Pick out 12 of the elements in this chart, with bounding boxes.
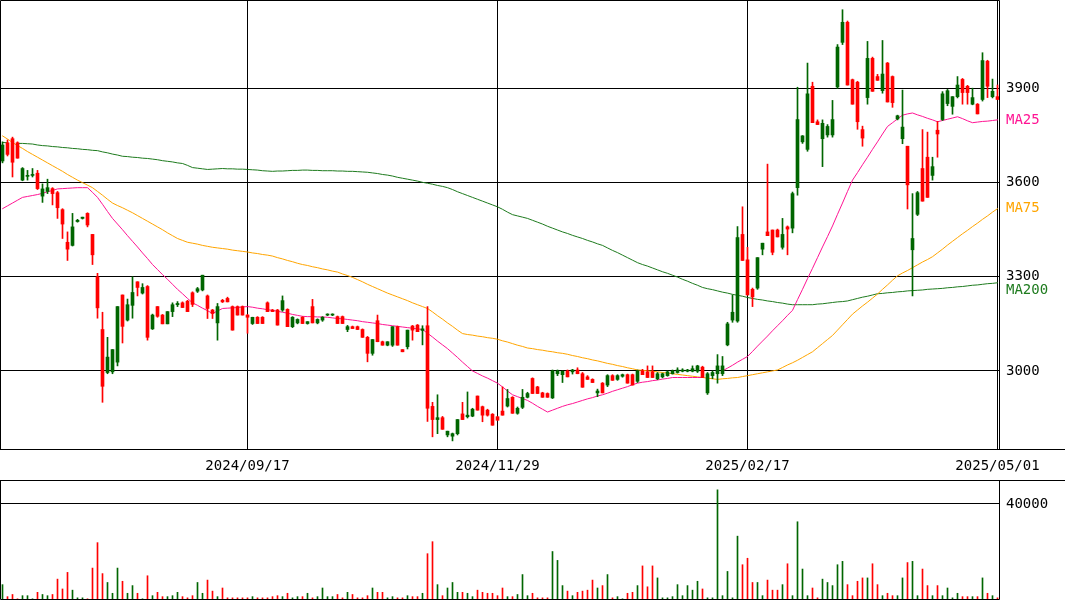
y-tick-label: 3900 xyxy=(1006,79,1040,96)
series-label: MA200 xyxy=(1006,281,1049,298)
y-tick-label: 3300 xyxy=(1006,267,1040,284)
y-tick-label: 3600 xyxy=(1006,173,1040,190)
x-tick-label: 2024/09/17 xyxy=(205,457,290,474)
y-tick-label: 40000 xyxy=(1006,494,1049,511)
y-tick-label: 3000 xyxy=(1006,361,1040,378)
x-tick-label: 2025/02/17 xyxy=(705,457,790,474)
series-label: MA75 xyxy=(1006,199,1040,216)
x-tick-label: 2025/05/01 xyxy=(955,457,1040,474)
x-tick-label: 2024/11/29 xyxy=(455,457,540,474)
series-label: MA25 xyxy=(1006,110,1040,127)
